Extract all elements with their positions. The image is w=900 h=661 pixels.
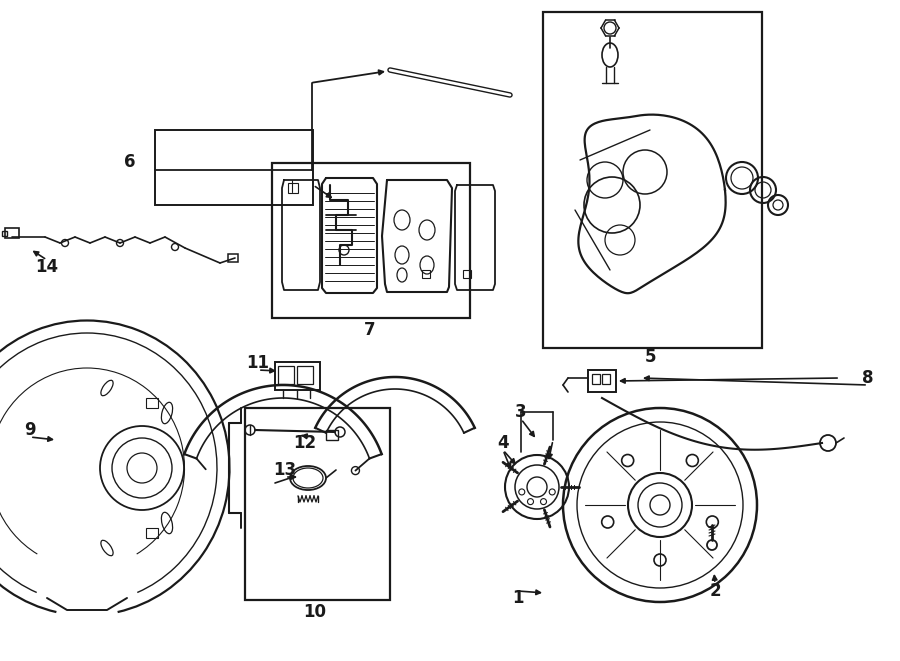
Bar (245, 408, 390, 600)
Text: 14: 14 (35, 258, 58, 276)
Text: 5: 5 (644, 348, 656, 366)
Bar (297, 366, 313, 384)
Bar (272, 163, 470, 318)
Bar (592, 374, 600, 384)
Bar (422, 270, 430, 278)
Bar (275, 362, 320, 390)
Bar (155, 130, 313, 205)
Text: 10: 10 (303, 603, 327, 621)
Text: 2: 2 (709, 582, 721, 600)
Bar (228, 254, 238, 262)
Text: 8: 8 (862, 369, 874, 387)
Bar (543, 12, 762, 348)
Bar (588, 370, 616, 392)
Bar (2, 231, 7, 236)
Text: 12: 12 (293, 434, 317, 452)
Text: 13: 13 (274, 461, 297, 479)
Bar (5, 228, 19, 238)
Bar (602, 374, 610, 384)
Bar (146, 528, 158, 538)
Text: 11: 11 (247, 354, 269, 372)
Bar (288, 183, 298, 193)
Text: 3: 3 (515, 403, 526, 421)
Bar (463, 270, 471, 278)
Text: 1: 1 (512, 589, 524, 607)
Bar (146, 398, 158, 408)
Bar (278, 366, 294, 384)
Text: 6: 6 (124, 153, 136, 171)
Text: 9: 9 (24, 421, 36, 439)
Text: 4: 4 (497, 434, 508, 452)
Text: 7: 7 (364, 321, 376, 339)
Bar (326, 430, 338, 440)
